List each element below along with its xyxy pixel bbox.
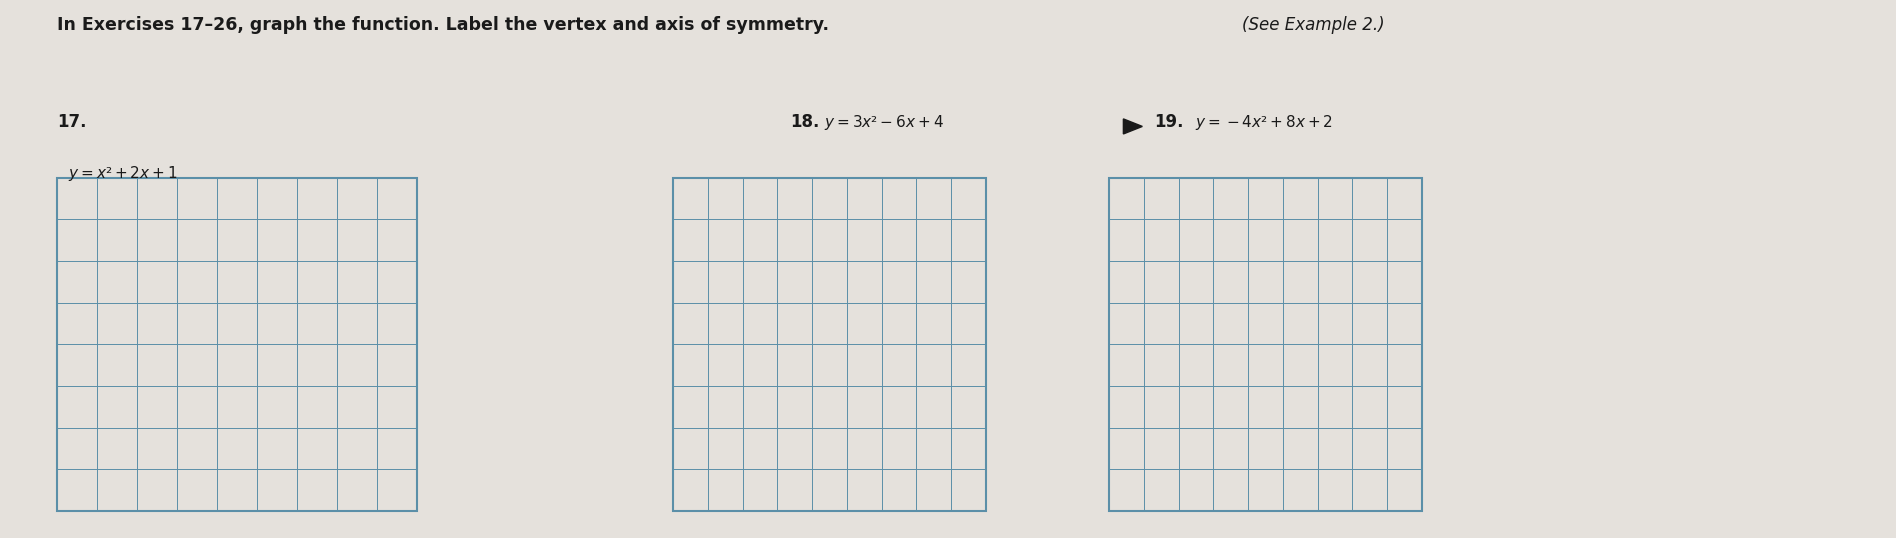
- Bar: [1109, 178, 1422, 511]
- Text: In Exercises 17–26, graph the function. Label the vertex and axis of symmetry.: In Exercises 17–26, graph the function. …: [57, 16, 834, 34]
- Text: $y = 3x² − 6x + 4$: $y = 3x² − 6x + 4$: [823, 113, 944, 132]
- Bar: [673, 178, 986, 511]
- Text: $y = −4x² + 8x + 2$: $y = −4x² + 8x + 2$: [1196, 113, 1333, 132]
- Bar: [57, 178, 417, 511]
- Text: 18.: 18.: [791, 113, 819, 131]
- Text: 19.: 19.: [1153, 113, 1183, 131]
- Polygon shape: [1122, 119, 1141, 134]
- Text: 17.: 17.: [57, 113, 87, 131]
- Text: $y = x² + 2x + 1$: $y = x² + 2x + 1$: [68, 164, 178, 183]
- Text: (See Example 2.): (See Example 2.): [1242, 16, 1384, 34]
